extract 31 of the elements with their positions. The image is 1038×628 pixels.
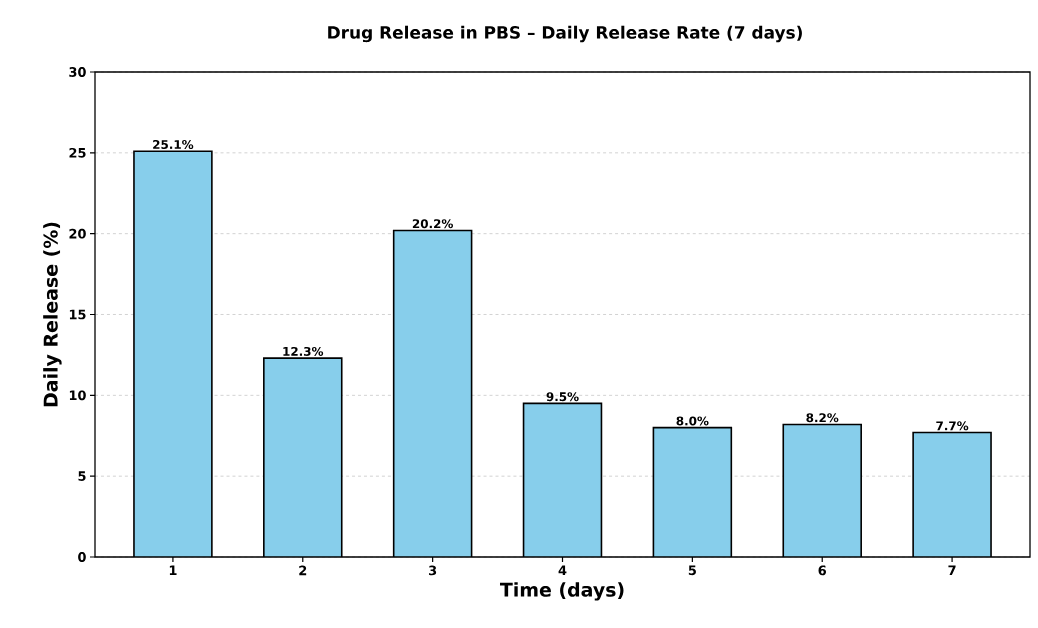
x-tick-label: 3: [428, 565, 437, 576]
bar: [523, 403, 602, 557]
bar: [912, 431, 992, 557]
x-axis-title: Time (days): [499, 582, 624, 601]
data-label: 25.1%: [153, 139, 194, 150]
data-label: 8.2%: [806, 413, 839, 423]
x-tick-label: 6: [818, 565, 827, 576]
bar: [133, 150, 213, 557]
bar: [392, 229, 473, 557]
x-tick-label: 7: [948, 565, 956, 575]
y-tick-label: 5: [78, 471, 86, 481]
bar: [782, 423, 862, 557]
data-label: 20.2%: [412, 219, 453, 229]
y-tick-label: 10: [69, 390, 86, 401]
y-tick-label: 0: [78, 552, 86, 562]
chart-title: Drug Release in PBS – Daily Release Rate (7 days): [328, 25, 802, 43]
x-tick-label: 4: [558, 565, 567, 575]
y-tick-label: 15: [69, 309, 86, 320]
x-tick-label: 1: [169, 565, 177, 575]
y-axis-title: Daily Release (%): [43, 222, 62, 407]
bar: [263, 357, 343, 557]
y-tick-label: 30: [69, 67, 86, 77]
x-tick-label: 2: [299, 565, 307, 576]
data-label: 9.5%: [546, 392, 579, 402]
data-label: 12.3%: [283, 346, 324, 356]
x-tick-label: 5: [688, 565, 696, 576]
y-tick-label: 20: [69, 228, 86, 239]
bar: [652, 426, 733, 557]
y-tick-label: 25: [69, 147, 86, 158]
data-label: 8.0%: [676, 416, 709, 426]
data-label: 7.7%: [936, 421, 969, 431]
